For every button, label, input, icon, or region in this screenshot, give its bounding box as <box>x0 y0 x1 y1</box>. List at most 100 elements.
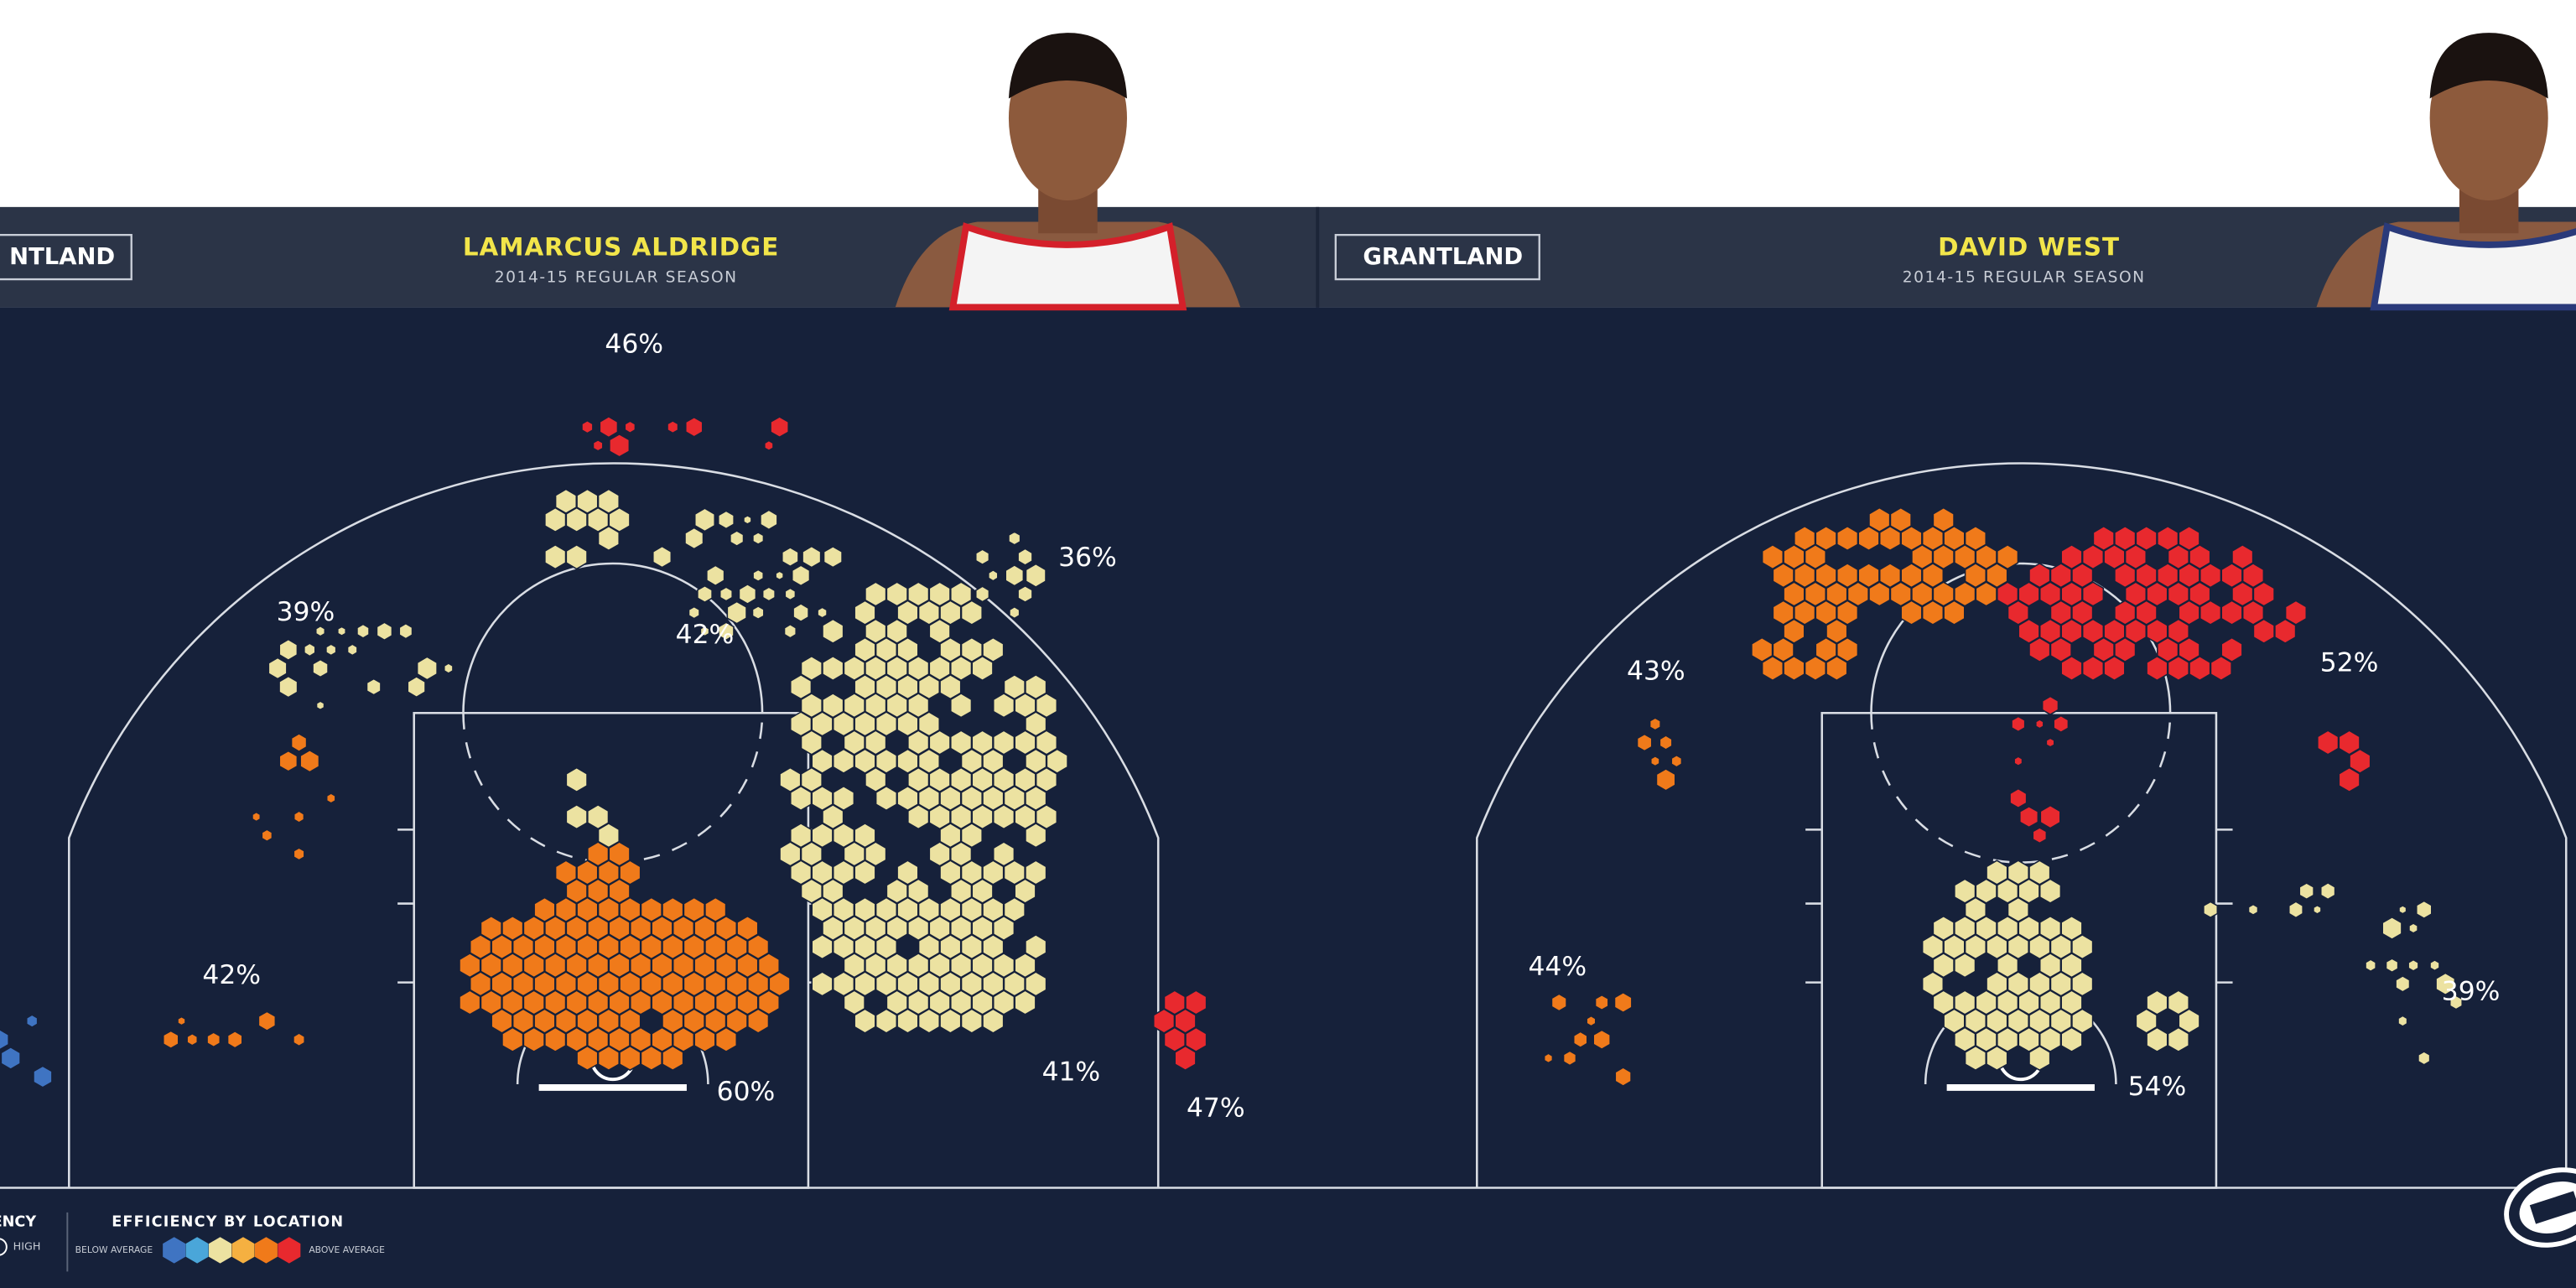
shot-hex <box>554 971 578 997</box>
shot-hex <box>501 915 524 942</box>
shot-hex <box>2103 655 2126 682</box>
shot-hex <box>501 1026 524 1052</box>
jersey-shirt <box>948 222 1187 311</box>
shot-hex <box>624 420 636 434</box>
shot-hex <box>725 1008 748 1034</box>
shot-hex <box>2407 958 2419 972</box>
shot-hex <box>1025 785 1047 812</box>
shot-hex <box>1035 693 1058 719</box>
shot-hex <box>982 636 1005 663</box>
shot-hex <box>629 915 652 942</box>
shot-hex <box>608 506 631 533</box>
shot-hex <box>315 700 325 711</box>
shot-hex <box>988 569 999 582</box>
shot-hex <box>554 896 578 923</box>
shot-hex <box>587 506 610 533</box>
zone-percentage: 36% <box>1058 543 1117 573</box>
shot-hex <box>1613 991 1633 1014</box>
shot-hex <box>480 915 502 942</box>
shot-hex <box>775 570 784 581</box>
shot-hex <box>2032 827 2048 844</box>
shot-hex <box>683 1008 705 1034</box>
shot-hex <box>346 643 358 657</box>
shot-hex <box>2013 756 2023 767</box>
photos <box>895 33 2576 311</box>
shot-hex <box>1836 525 1859 552</box>
brand: NTLAND <box>9 244 115 270</box>
shot-hex <box>949 581 973 607</box>
shot-hex <box>1592 1029 1611 1051</box>
shot-hex <box>554 933 578 960</box>
shot-hex <box>896 636 919 663</box>
shot-hex <box>2028 860 2051 886</box>
shot-hex <box>2060 1026 2083 1052</box>
shot-hex <box>1649 717 1661 731</box>
shot-hex <box>619 933 641 960</box>
shot-hex <box>800 841 823 867</box>
shot-hex <box>356 623 370 639</box>
shot-hex <box>565 953 588 979</box>
shot-hex <box>314 625 326 637</box>
shot-hex <box>683 896 705 923</box>
shot-hex <box>971 655 994 682</box>
shot-hex <box>652 545 673 569</box>
shot-hex <box>651 989 673 1015</box>
shot-hex <box>226 1030 243 1049</box>
shot-hex <box>2007 600 2029 626</box>
shot-hex <box>252 811 262 823</box>
shot-hex <box>366 678 382 696</box>
shot-hex <box>407 676 426 699</box>
shot-hex <box>2189 543 2211 570</box>
shot-hex <box>886 618 908 644</box>
shot-hex <box>554 860 578 886</box>
shot-hex <box>982 933 1005 960</box>
shot-hex <box>832 785 855 812</box>
shot-hex <box>290 733 308 753</box>
shot-hex <box>278 675 299 699</box>
shot-hex <box>854 600 876 626</box>
shot-hex <box>1035 803 1058 830</box>
shot-hex <box>736 989 759 1015</box>
shot-hex <box>1900 600 1923 626</box>
shot-hex <box>2241 600 2265 626</box>
legend-frequency-title: ENCY <box>0 1214 36 1231</box>
shot-hex <box>1670 754 1683 768</box>
shot-hex <box>764 439 774 452</box>
shot-hex <box>662 1045 684 1072</box>
shot-hex <box>293 810 305 823</box>
free-throw-arc <box>1870 562 2172 714</box>
zone-percentage: 60% <box>717 1077 776 1107</box>
zone-percentage: 42% <box>202 960 261 990</box>
shot-hex <box>726 600 747 625</box>
jersey-shirt <box>2370 222 2576 311</box>
shot-hex <box>725 971 748 997</box>
shot-hex <box>640 933 662 960</box>
shot-hex <box>2241 563 2265 589</box>
three-point-line <box>68 462 1160 1188</box>
shot-hex <box>2146 1026 2168 1052</box>
shot-hex <box>177 1015 186 1026</box>
shot-hex <box>2071 563 2094 589</box>
shot-hex <box>2319 881 2336 901</box>
shot-hex <box>1996 543 2019 570</box>
shot-hex <box>1174 1008 1197 1034</box>
shot-hex <box>662 933 684 960</box>
team-logo <box>2504 1167 2576 1248</box>
player-name: DAVID WEST <box>1938 232 2120 261</box>
shot-hex <box>802 545 822 569</box>
hair <box>1008 33 1127 99</box>
shot-hex <box>760 509 778 531</box>
legend-frequency-icon <box>0 1238 8 1256</box>
shot-hex <box>662 1008 684 1034</box>
shot-hex <box>907 878 930 904</box>
shot-hex <box>459 989 481 1015</box>
shot-hex <box>257 1010 277 1031</box>
shot-hex <box>1005 564 1025 587</box>
shot-hex <box>1562 1050 1577 1067</box>
shot-hex <box>609 433 631 458</box>
shot-hex <box>1014 989 1036 1015</box>
shot-hex <box>2167 655 2190 682</box>
shot-hex <box>684 416 704 438</box>
shot-hex <box>761 586 776 602</box>
